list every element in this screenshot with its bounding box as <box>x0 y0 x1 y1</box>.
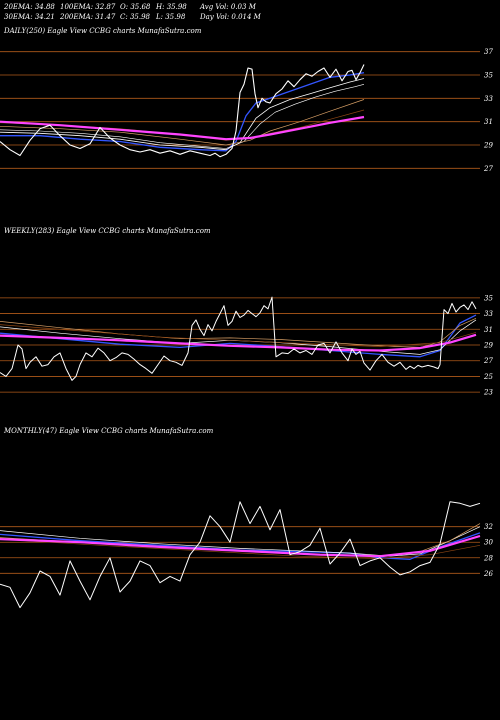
ema20-value: 20EMA: 34.88 <box>4 3 55 11</box>
y-tick-label: 35 <box>484 294 493 302</box>
ema100-value: 100EMA: 32.87 <box>60 3 116 11</box>
ema-line-4 <box>0 99 365 146</box>
price-line-0 <box>0 296 477 381</box>
ema-line-5 <box>0 534 481 558</box>
dayvol-value: Day Vol: 0.014 M <box>200 13 261 21</box>
y-tick-label: 33 <box>484 95 493 103</box>
ema30-value: 30EMA: 34.21 <box>4 13 55 21</box>
ema-line-1 <box>0 72 365 152</box>
monthly-panel-label: MONTHLY(47) Eagle View CCBG charts Munaf… <box>4 427 214 435</box>
ema-line-2 <box>0 78 365 151</box>
y-tick-label: 29 <box>483 142 493 150</box>
ema-line-3 <box>0 317 477 348</box>
panel-0: 27 29 31 33 35 37 <box>0 48 493 173</box>
high-value: H: 35.98 <box>156 3 187 11</box>
open-value: O: 35.68 <box>120 3 151 11</box>
ema-line-4 <box>0 538 481 559</box>
y-tick-label: 35 <box>484 72 493 80</box>
ema-line-2 <box>0 526 481 557</box>
daily-panel-label: DAILY(250) Eagle View CCBG charts Munafa… <box>4 27 202 35</box>
low-value: L: 35.98 <box>156 13 186 21</box>
panel-2: 26 28 30 32 <box>0 501 493 609</box>
y-tick-label: 31 <box>484 118 493 126</box>
ema-line-1 <box>0 314 477 358</box>
y-tick-label: 27 <box>483 165 493 173</box>
y-tick-label: 32 <box>484 523 493 531</box>
avgvol-value: Avg Vol: 0.03 M <box>200 3 256 11</box>
y-tick-label: 27 <box>483 357 493 365</box>
close-value: C: 35.98 <box>120 13 150 21</box>
ema-line-5 <box>0 333 477 352</box>
weekly-panel-label: WEEKLY(283) Eagle View CCBG charts Munaf… <box>4 227 211 235</box>
y-tick-label: 26 <box>483 570 493 578</box>
ema-line-1 <box>0 532 481 560</box>
price-line-0 <box>0 501 481 609</box>
y-tick-label: 25 <box>483 373 493 381</box>
ema-line-4 <box>0 324 477 347</box>
panel-1: 23 25 27 29 31 33 35 <box>0 294 493 397</box>
y-tick-label: 29 <box>483 342 493 350</box>
y-tick-label: 30 <box>484 539 493 547</box>
y-tick-label: 28 <box>483 554 493 562</box>
ema200-value: 200EMA: 31.47 <box>60 13 116 21</box>
price-line-0 <box>0 64 365 158</box>
y-tick-label: 31 <box>484 326 493 334</box>
y-tick-label: 37 <box>484 48 493 56</box>
ema-line-6 <box>0 115 365 141</box>
ema-line-2 <box>0 319 477 355</box>
y-tick-label: 33 <box>484 310 493 318</box>
y-tick-label: 23 <box>483 389 493 397</box>
